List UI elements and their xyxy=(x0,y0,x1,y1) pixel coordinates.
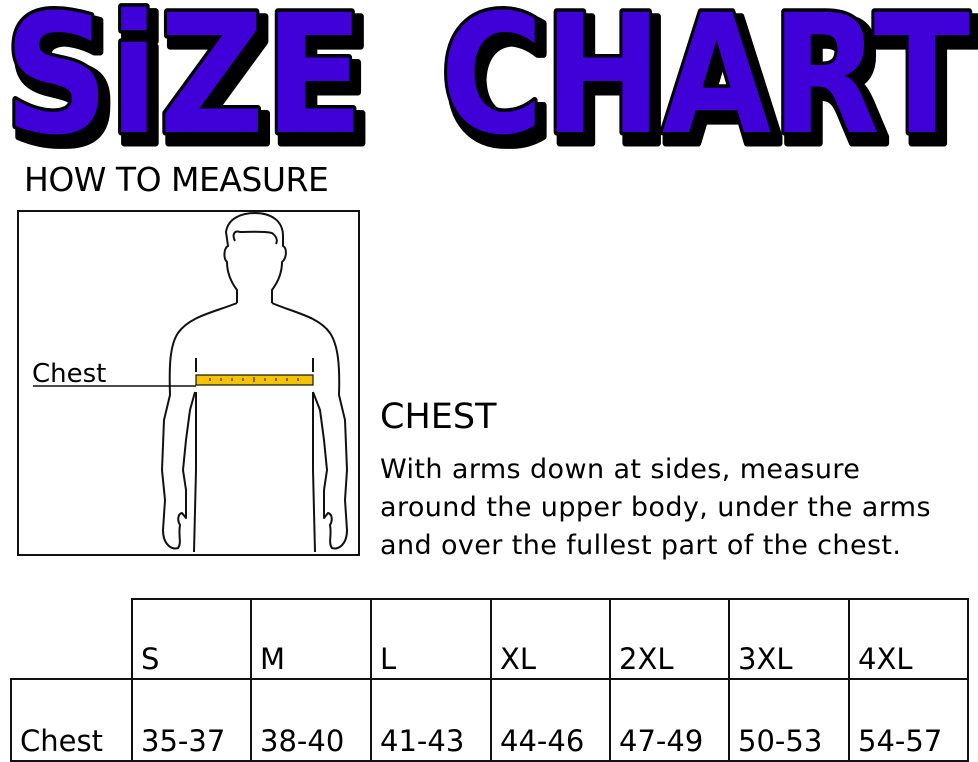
measurement-figure xyxy=(17,210,360,556)
row-label-chest: Chest xyxy=(10,678,133,762)
size-header-4xl: 4XL xyxy=(848,598,969,680)
chest-section-title: CHEST xyxy=(380,397,497,437)
how-to-measure-heading: HOW TO MEASURE xyxy=(24,160,329,199)
chest-value-4xl: 54-57 xyxy=(848,678,969,762)
chest-description-line-1: With arms down at sides, measure xyxy=(380,454,861,485)
size-header-m: M xyxy=(250,598,372,680)
chest-description-line-3: and over the fullest part of the chest. xyxy=(380,530,902,561)
chest-value-s: 35-37 xyxy=(131,678,252,762)
chest-value-l: 41-43 xyxy=(370,678,492,762)
chest-value-m: 38-40 xyxy=(250,678,372,762)
title-word-chart: CHART xyxy=(440,0,970,150)
chest-value-2xl: 47-49 xyxy=(609,678,730,762)
title-word-size: SiZE xyxy=(4,0,364,150)
chest-value-3xl: 50-53 xyxy=(728,678,850,762)
chest-description-line-2: around the upper body, under the arms xyxy=(380,492,931,523)
size-header-xl: XL xyxy=(490,598,611,680)
chest-value-xl: 44-46 xyxy=(490,678,611,762)
size-header-s: S xyxy=(131,598,252,680)
size-chart-title-logo: SiZE CHART xyxy=(1,0,974,150)
size-header-l: L xyxy=(370,598,492,680)
size-header-2xl: 2XL xyxy=(609,598,730,680)
size-header-3xl: 3XL xyxy=(728,598,850,680)
